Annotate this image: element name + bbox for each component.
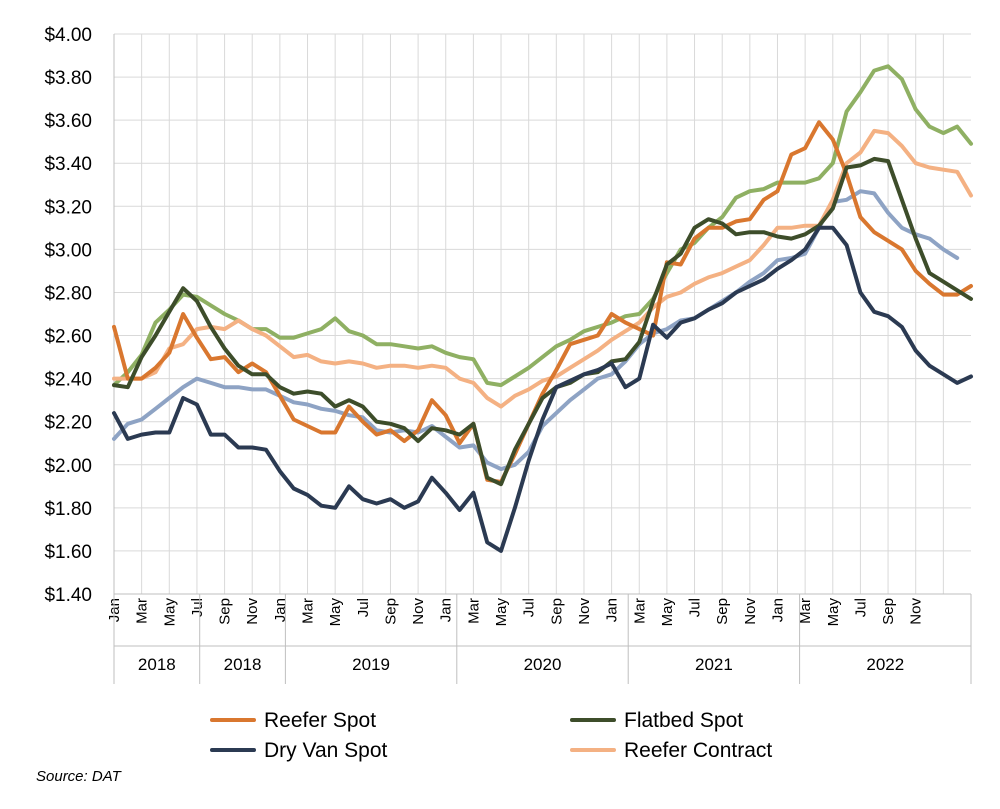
x-tick-label: Jul: [355, 598, 372, 617]
y-tick-label: $2.00: [44, 456, 92, 477]
x-tick-label: Sep: [714, 598, 731, 625]
x-tick-label: May: [659, 598, 676, 627]
x-tick-label: Sep: [217, 598, 234, 625]
x-tick-label: Nov: [244, 598, 261, 625]
year-label: 2021: [695, 655, 733, 674]
y-axis-ticks: $4.00 $3.80 $3.60 $3.40 $3.20 $3.00 $2.80 $2.60…: [44, 25, 92, 606]
y-tick-label: $3.60: [44, 111, 92, 132]
x-tick-label: Jan: [769, 598, 786, 622]
legend-label: Reefer Contract: [624, 739, 772, 762]
x-tick-label: Jul: [687, 598, 704, 617]
x-tick-label: May: [825, 598, 842, 627]
series-line-reefer-contract: [112, 128, 973, 409]
year-label: 2019: [352, 655, 390, 674]
series-line-reefer-spot: [112, 120, 973, 484]
x-tick-label: Nov: [576, 598, 593, 625]
x-tick-label: Mar: [797, 598, 814, 624]
y-tick-label: $3.00: [44, 240, 92, 261]
legend-label: Dry Van Spot: [264, 739, 387, 762]
year-label: 2018: [224, 655, 262, 674]
gridlines: [113, 33, 971, 595]
y-tick-label: $4.00: [44, 25, 92, 46]
year-label: 2022: [866, 655, 904, 674]
x-tick-label: May: [161, 598, 178, 627]
legend-label: Reefer Spot: [264, 709, 376, 732]
x-tick-label: May: [493, 598, 510, 627]
x-tick-label: Sep: [548, 598, 565, 625]
y-tick-label: $1.80: [44, 499, 92, 520]
x-tick-label: Jan: [272, 598, 289, 622]
x-tick-label: May: [327, 598, 344, 627]
year-label: 2018: [138, 655, 176, 674]
series-line-flatbed-contract: [112, 64, 973, 388]
source-note: Source: DAT: [36, 768, 121, 785]
year-label: 2020: [524, 655, 562, 674]
y-tick-label: $3.40: [44, 154, 92, 175]
x-tick-label: Mar: [631, 598, 648, 624]
x-tick-label: Jul: [189, 598, 206, 617]
series-line-dry-van-spot: [112, 225, 973, 553]
series-lines: [112, 64, 973, 553]
y-tick-label: $3.80: [44, 68, 92, 89]
x-tick-label: Jul: [521, 598, 538, 617]
series-line-flatbed-spot: [112, 156, 973, 487]
x-tick-label: Mar: [134, 598, 151, 624]
legend-label: Flatbed Spot: [624, 709, 743, 732]
x-axis-ticks: Jan Mar May Jul Sep Nov Jan Mar May Jul Sep Nov Jan M…: [106, 598, 925, 627]
y-tick-label: $1.60: [44, 542, 92, 563]
y-tick-label: $2.60: [44, 327, 92, 348]
x-tick-label: Mar: [465, 598, 482, 624]
x-tick-label: Mar: [300, 598, 317, 624]
y-tick-label: $2.40: [44, 370, 92, 391]
x-tick-label: Nov: [908, 598, 925, 625]
year-groups: 2018 2018 2019 2020 2021 2022: [113, 594, 972, 684]
y-tick-label: $2.80: [44, 283, 92, 304]
x-tick-label: Sep: [880, 598, 897, 625]
x-tick-label: Sep: [382, 598, 399, 625]
x-tick-label: Nov: [410, 598, 427, 625]
x-tick-label: Jan: [604, 598, 621, 622]
series-line-dry-van-contract: [112, 189, 960, 472]
y-tick-label: $3.20: [44, 197, 92, 218]
y-tick-label: $1.40: [44, 585, 92, 606]
x-tick-label: Jul: [852, 598, 869, 617]
x-tick-label: Jan: [438, 598, 455, 622]
y-tick-label: $2.20: [44, 413, 92, 434]
x-tick-label: Nov: [742, 598, 759, 625]
axes: [113, 34, 971, 595]
legend: Reefer Spot Flatbed Spot Dry Van Spot Reefe…: [210, 709, 772, 762]
